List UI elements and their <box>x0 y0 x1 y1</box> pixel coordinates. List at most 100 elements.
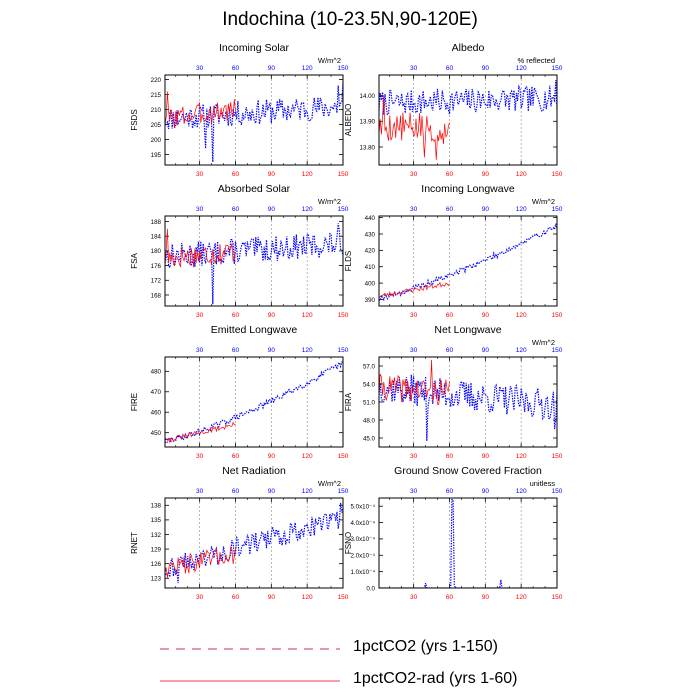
y-tick-label: 195 <box>151 152 162 159</box>
plot-frame <box>164 215 344 307</box>
panel-flds: Incoming Longwave W/m^2 FLDS 30 30 60 60 90 90 12… <box>344 183 563 319</box>
legend-label-1pctco2-rad: 1pctCO2-rad (yrs 1-60) <box>353 670 518 687</box>
y-axis-label: FIRA <box>344 392 353 411</box>
x-tick-label: 150 <box>338 312 349 319</box>
x-tick-label: 120 <box>516 453 527 460</box>
x-tick-label: 60 <box>232 171 240 178</box>
x-tick-label-top: 60 <box>446 488 454 495</box>
x-tick-label-top: 30 <box>196 206 204 213</box>
x-tick-label: 30 <box>410 453 418 460</box>
legend-line-solid <box>160 680 340 682</box>
panel-fsno: Ground Snow Covered Fraction unitless FSNO… <box>344 465 563 601</box>
x-tick-label: 120 <box>516 312 527 319</box>
series-line-1pctco2-rad <box>379 359 450 406</box>
y-tick-label: 1.0x10⁻⁴ <box>350 569 375 576</box>
x-tick-label-top: 60 <box>446 206 454 213</box>
x-tick-label-top: 120 <box>302 65 313 72</box>
x-tick-label: 120 <box>302 171 313 178</box>
y-tick-label: 450 <box>151 430 162 437</box>
y-tick-label: 2.0x10⁻⁴ <box>350 553 375 560</box>
x-tick-label: 30 <box>196 453 204 460</box>
y-tick-label: 410 <box>365 264 376 271</box>
y-axis-label: RNET <box>130 532 139 554</box>
plot-frame <box>164 497 344 589</box>
legend-label-1pctco2: 1pctCO2 (yrs 1-150) <box>353 638 498 655</box>
panel-unit: W/m^2 <box>532 338 555 347</box>
x-tick-label-top: 150 <box>338 65 349 72</box>
series-line-1pctco2-rad <box>379 281 450 298</box>
y-tick-label: 172 <box>151 278 162 285</box>
y-tick-label: 126 <box>151 561 162 568</box>
x-tick-label: 90 <box>482 312 490 319</box>
y-tick-label: 430 <box>365 231 376 238</box>
y-tick-label: 132 <box>151 532 162 539</box>
y-tick-label: 460 <box>151 410 162 417</box>
panel-title: Ground Snow Covered Fraction <box>394 465 542 477</box>
x-tick-label-top: 60 <box>232 206 240 213</box>
panel-albedo: Albedo % reflected ALBEDO 30 30 60 60 90 90 120 12… <box>344 42 563 178</box>
panel-title: Net Longwave <box>434 324 501 336</box>
x-tick-label: 90 <box>482 453 490 460</box>
x-tick-label-top: 30 <box>196 488 204 495</box>
x-tick-label: 120 <box>516 594 527 601</box>
x-tick-label-top: 30 <box>196 347 204 354</box>
x-tick-label-top: 150 <box>552 206 563 213</box>
panel-title: Emitted Longwave <box>211 324 298 336</box>
series-line-1pctco2-rad <box>165 91 236 128</box>
x-tick-label: 30 <box>196 594 204 601</box>
panel-unit: W/m^2 <box>318 479 341 488</box>
x-tick-label: 30 <box>410 171 418 178</box>
x-tick-label: 150 <box>552 453 563 460</box>
x-tick-label-top: 120 <box>302 488 313 495</box>
x-tick-label: 60 <box>446 594 454 601</box>
x-tick-label: 30 <box>196 312 204 319</box>
y-tick-label: 13.80 <box>360 144 376 151</box>
y-tick-label: 205 <box>151 122 162 129</box>
legend-line-dashed <box>160 648 340 650</box>
series-line-1pctco2 <box>165 361 343 443</box>
series-line-1pctco2 <box>165 502 343 584</box>
series-line-1pctco2-rad <box>165 421 236 444</box>
panel-title: Albedo <box>452 42 485 54</box>
x-tick-label-top: 150 <box>552 488 563 495</box>
y-tick-label: 470 <box>151 389 162 396</box>
y-axis-label: FIRE <box>130 393 139 411</box>
x-tick-label: 90 <box>268 453 276 460</box>
x-tick-label: 150 <box>338 171 349 178</box>
series-line-1pctco2 <box>379 499 557 588</box>
y-tick-label: 188 <box>151 219 162 226</box>
series-line-1pctco2 <box>165 82 343 163</box>
y-tick-label: 215 <box>151 92 162 99</box>
x-tick-label: 90 <box>268 594 276 601</box>
x-tick-label: 150 <box>338 453 349 460</box>
y-tick-label: 180 <box>151 248 162 255</box>
y-tick-label: 123 <box>151 576 162 583</box>
x-tick-label-top: 30 <box>410 206 418 213</box>
y-tick-label: 420 <box>365 248 376 255</box>
x-tick-label-top: 120 <box>302 347 313 354</box>
panel-unit: W/m^2 <box>318 197 341 206</box>
x-tick-label: 30 <box>196 171 204 178</box>
x-tick-label-top: 150 <box>552 65 563 72</box>
panel-unit: unitless <box>530 479 556 488</box>
x-tick-label-top: 60 <box>232 488 240 495</box>
panel-fsa: Absorbed Solar W/m^2 FSA 30 30 60 60 90 90 120 120… <box>130 183 349 319</box>
x-tick-label: 90 <box>268 171 276 178</box>
plot-frame <box>164 74 344 166</box>
x-tick-label: 150 <box>338 594 349 601</box>
y-tick-label: 200 <box>151 137 162 144</box>
x-tick-label: 90 <box>268 312 276 319</box>
y-tick-label: 54.0 <box>363 381 376 388</box>
x-tick-label-top: 60 <box>446 65 454 72</box>
panel-title: Incoming Solar <box>219 42 290 54</box>
y-tick-label: 51.0 <box>363 399 376 406</box>
x-tick-label: 150 <box>552 312 563 319</box>
x-tick-label: 150 <box>552 171 563 178</box>
y-tick-label: 135 <box>151 517 162 524</box>
panel-fsds: Incoming Solar W/m^2 FSDS 30 30 60 60 90 90 120 12… <box>130 42 349 178</box>
series-line-1pctco2 <box>379 80 557 116</box>
x-tick-label-top: 150 <box>338 488 349 495</box>
y-tick-label: 480 <box>151 369 162 376</box>
series-line-1pctco2 <box>165 223 343 305</box>
y-tick-label: 13.90 <box>360 119 376 126</box>
